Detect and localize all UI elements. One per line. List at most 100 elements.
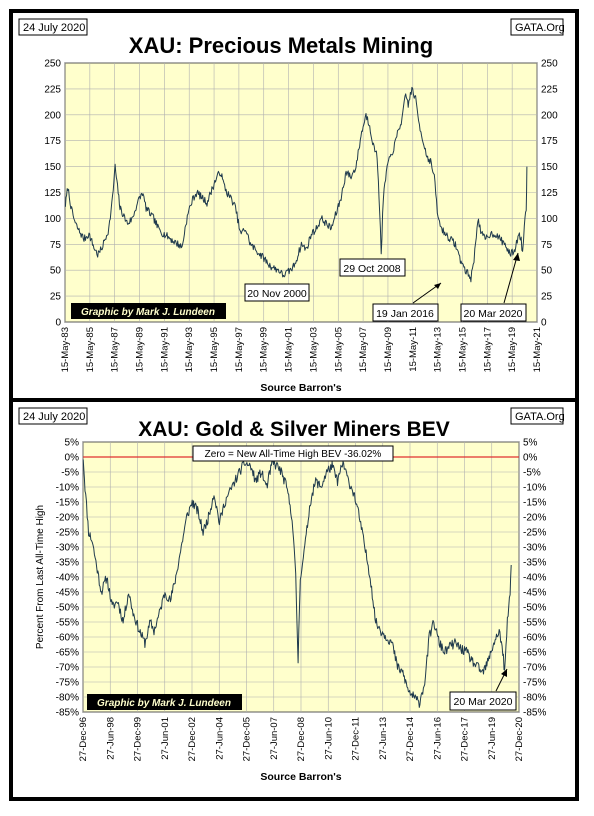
y-tick-label-right: 100	[541, 214, 558, 225]
y-tick-label-left: -55%	[56, 618, 79, 629]
y-tick-label-right: 125	[541, 188, 558, 199]
y-tick-label-right: 150	[541, 162, 558, 173]
chart-title: XAU: Precious Metals Mining	[129, 33, 433, 58]
y-tick-label-left: -50%	[56, 603, 79, 614]
subtitle: Zero = New All-Time High BEV -36.02%	[205, 449, 382, 460]
y-tick-label-right: -35%	[523, 558, 546, 569]
y-tick-label-left: -5%	[61, 468, 79, 479]
annotation-box-2020	[449, 691, 517, 711]
annotation-box-2008	[339, 258, 406, 277]
x-tick-label: 15-May-15	[457, 327, 468, 372]
y-tick-label-left: 0%	[65, 453, 80, 464]
y-tick-label-left: -85%	[56, 708, 79, 719]
y-tick-label-right: 200	[541, 110, 558, 121]
y-tick-label-left: 125	[44, 188, 61, 199]
x-axis: 15-May-83 15-May-85 15-May-87 15-May-89 15-M…	[60, 327, 543, 372]
x-tick-label: 27-Dec-08	[296, 717, 307, 761]
x-tick-label: 15-May-19	[507, 327, 518, 372]
y-tick-label-right: -20%	[523, 513, 546, 524]
y-tick-label-right: -5%	[523, 468, 541, 479]
y-axis-right: 0 25 50 75 100 125 150 175 200 225 250	[541, 59, 558, 329]
date-label: 24 July 2020	[23, 411, 85, 423]
y-tick-label-right: -25%	[523, 528, 546, 539]
y-tick-label-left: -35%	[56, 558, 79, 569]
chart-svg-bev: 24 July 2020 GATA.Org XAU: Gold & Silver…	[13, 402, 575, 797]
x-tick-label: 15-May-05	[333, 327, 344, 372]
series-line	[64, 86, 528, 283]
x-tick-label: 27-Dec-17	[460, 717, 471, 761]
x-tick-label: 27-Jun-07	[269, 717, 280, 760]
y-tick-label-right: 50	[541, 266, 553, 277]
y-tick-label-right: 5%	[523, 438, 538, 449]
x-tick-label: 27-Jun-98	[105, 717, 116, 760]
y-tick-label-right: -75%	[523, 678, 546, 689]
x-tick-label: 27-Jun-13	[378, 717, 389, 760]
source-label: GATA.Org	[515, 22, 565, 34]
y-tick-label-left: -45%	[56, 588, 79, 599]
y-tick-label-right: -55%	[523, 618, 546, 629]
x-axis-label: Source Barron's	[260, 771, 341, 783]
annotation-2008: 29 Oct 2008	[343, 263, 400, 275]
x-axis: 27-Dec-96 27-Jun-98 27-Dec-99 27-Jun-01 27-D…	[78, 717, 525, 761]
y-axis-label: Percent From Last All-Time High	[35, 505, 46, 649]
x-tick-label: 15-May-13	[433, 327, 444, 372]
y-tick-label-right: 250	[541, 59, 558, 70]
series-line	[82, 459, 512, 708]
y-tick-label-left: 75	[50, 240, 62, 251]
y-axis-left: 0 25 50 75 100 125 150 175 200 225 250	[44, 59, 61, 329]
chart-panel-precious-metals: 24 July 2020 GATA.Org XAU: Precious Meta…	[13, 13, 575, 398]
x-tick-label: 15-May-07	[358, 327, 369, 372]
x-tick-label: 15-May-97	[234, 327, 245, 372]
chart-panel-bev: 24 July 2020 GATA.Org XAU: Gold & Silver…	[13, 402, 575, 797]
x-tick-label: 15-May-91	[159, 327, 170, 372]
chart-title: XAU: Gold & Silver Miners BEV	[138, 418, 450, 441]
source-label-box	[510, 407, 564, 425]
y-tick-label-right: 25	[541, 292, 553, 303]
y-tick-label-right: -30%	[523, 543, 546, 554]
credit-box	[71, 303, 226, 319]
x-tick-label: 15-May-01	[284, 327, 295, 372]
x-tick-label: 15-May-03	[308, 327, 319, 372]
arrowhead-2016	[434, 283, 441, 289]
y-tick-label-right: -40%	[523, 573, 546, 584]
y-tick-label-left: -60%	[56, 633, 79, 644]
source-label: GATA.Org	[515, 411, 565, 423]
source-label-box	[510, 18, 564, 36]
y-tick-label-left: 0	[55, 318, 61, 329]
x-tick-label: 27-Dec-99	[133, 717, 144, 761]
y-tick-label-right: -80%	[523, 693, 546, 704]
y-tick-label-left: 150	[44, 162, 61, 173]
y-tick-label-left: 225	[44, 84, 61, 95]
x-tick-label: 15-May-87	[110, 327, 121, 372]
y-tick-label-left: -10%	[56, 483, 79, 494]
x-tick-label: 27-Dec-96	[78, 717, 89, 761]
x-tick-label: 27-Dec-20	[514, 717, 525, 761]
x-tick-label: 27-Jun-10	[323, 717, 334, 760]
x-tick-label: 15-May-85	[85, 327, 96, 372]
y-axis-left: 5% 0% -5% -10% -15% -20% -25% -30% -35% -40% -45% -…	[56, 438, 79, 719]
annotation-2020: 20 Mar 2020	[464, 308, 523, 320]
annotation-2016: 19 Jan 2016	[376, 308, 434, 320]
credit-label: Graphic by Mark J. Lundeen	[97, 698, 231, 709]
arrow-2020	[503, 252, 519, 304]
annotation-box-2000	[244, 283, 310, 302]
y-tick-label-left: -70%	[56, 663, 79, 674]
date-label-box	[18, 18, 88, 36]
date-label: 24 July 2020	[23, 22, 85, 34]
arrowhead-2020	[501, 669, 507, 677]
y-tick-label-left: 200	[44, 110, 61, 121]
y-tick-label-right: -15%	[523, 498, 546, 509]
y-tick-label-left: 25	[50, 292, 62, 303]
y-tick-label-left: -40%	[56, 573, 79, 584]
grid	[64, 62, 538, 323]
series-lines	[64, 86, 528, 283]
y-tick-label-left: -80%	[56, 693, 79, 704]
x-tick-label: 15-May-93	[184, 327, 195, 372]
y-tick-label-right: -50%	[523, 603, 546, 614]
y-axis-right: 5% 0% -5% -10% -15% -20% -25% -30% -35% -40% -45% -…	[523, 438, 546, 719]
y-tick-label-left: 5%	[65, 438, 80, 449]
subtitle-box	[192, 445, 394, 462]
y-tick-label-left: -15%	[56, 498, 79, 509]
y-tick-label-right: -70%	[523, 663, 546, 674]
y-tick-label-left: -25%	[56, 528, 79, 539]
